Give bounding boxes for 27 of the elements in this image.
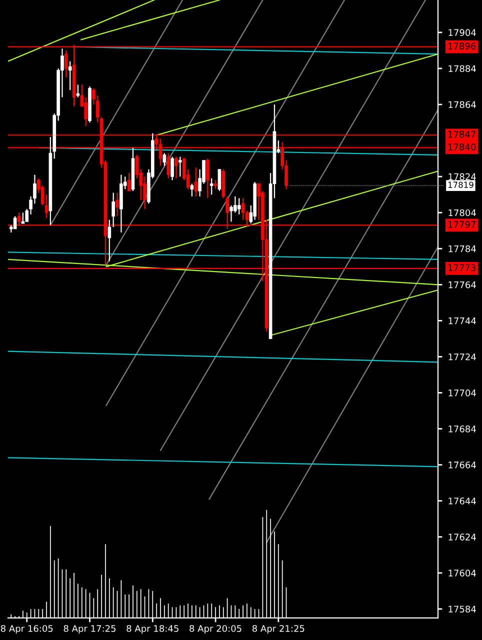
y-tick-label: 17804 xyxy=(448,209,476,216)
y-tick-label: 17904 xyxy=(448,29,476,36)
y-tick-label: 17864 xyxy=(448,101,476,108)
x-tick-label: 8 Apr 18:45 xyxy=(126,625,178,634)
y-tick-label: 17884 xyxy=(448,65,476,72)
x-tick-label: 8 Apr 17:25 xyxy=(64,625,116,634)
y-tick-label: 17684 xyxy=(448,426,476,432)
y-tick-label: 17624 xyxy=(448,534,476,540)
y-tick-label: 17584 xyxy=(448,606,476,613)
x-tick-label: 8 Apr 16:05 xyxy=(0,625,53,634)
y-tick-label: 17664 xyxy=(448,462,476,468)
x-tick-label: 8 Apr 21:25 xyxy=(252,625,304,634)
y-tick-label: 17764 xyxy=(448,281,476,288)
y-tick-label: 17824 xyxy=(448,173,476,180)
y-tick-label: 17724 xyxy=(448,353,476,360)
y-tick-label: 17604 xyxy=(448,570,476,576)
y-tick-label: 17784 xyxy=(448,245,476,252)
x-tick-label: 8 Apr 20:05 xyxy=(190,625,242,634)
y-tick-label: 17744 xyxy=(448,318,476,324)
ref-line-label: 17797 xyxy=(448,221,476,228)
y-tick-label: 17644 xyxy=(448,498,476,504)
annotation: 17819 xyxy=(448,182,474,188)
ref-line-label: 17896 xyxy=(448,42,476,50)
y-tick-label: 17704 xyxy=(448,390,476,396)
ref-line-label: 17840 xyxy=(448,144,476,150)
ref-line-label: 17847 xyxy=(448,130,476,138)
ref-line-label: 17773 xyxy=(448,264,476,272)
